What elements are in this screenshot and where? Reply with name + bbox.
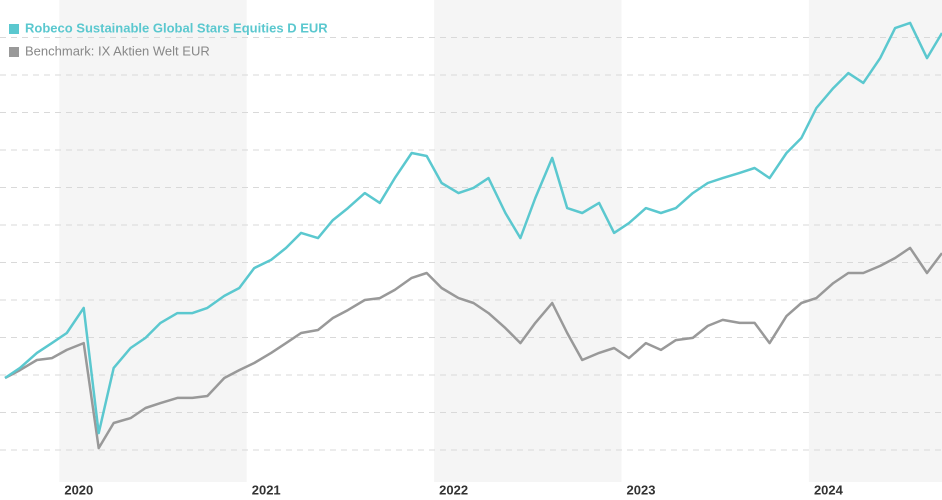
legend-label: Robeco Sustainable Global Stars Equities…	[25, 20, 328, 35]
x-tick-label: 2024	[814, 482, 844, 497]
year-band	[59, 0, 247, 482]
series-line	[4, 246, 942, 450]
legend-swatch	[9, 24, 19, 34]
year-band	[434, 0, 622, 482]
series-line	[4, 21, 942, 435]
x-tick-label: 2021	[252, 482, 281, 497]
x-tick-label: 2023	[627, 482, 656, 497]
legend-swatch	[9, 47, 19, 57]
x-tick-label: 2020	[64, 482, 93, 497]
legend-label: Benchmark: IX Aktien Welt EUR	[25, 43, 210, 58]
year-band	[808, 0, 942, 482]
x-tick-label: 2022	[439, 482, 468, 497]
